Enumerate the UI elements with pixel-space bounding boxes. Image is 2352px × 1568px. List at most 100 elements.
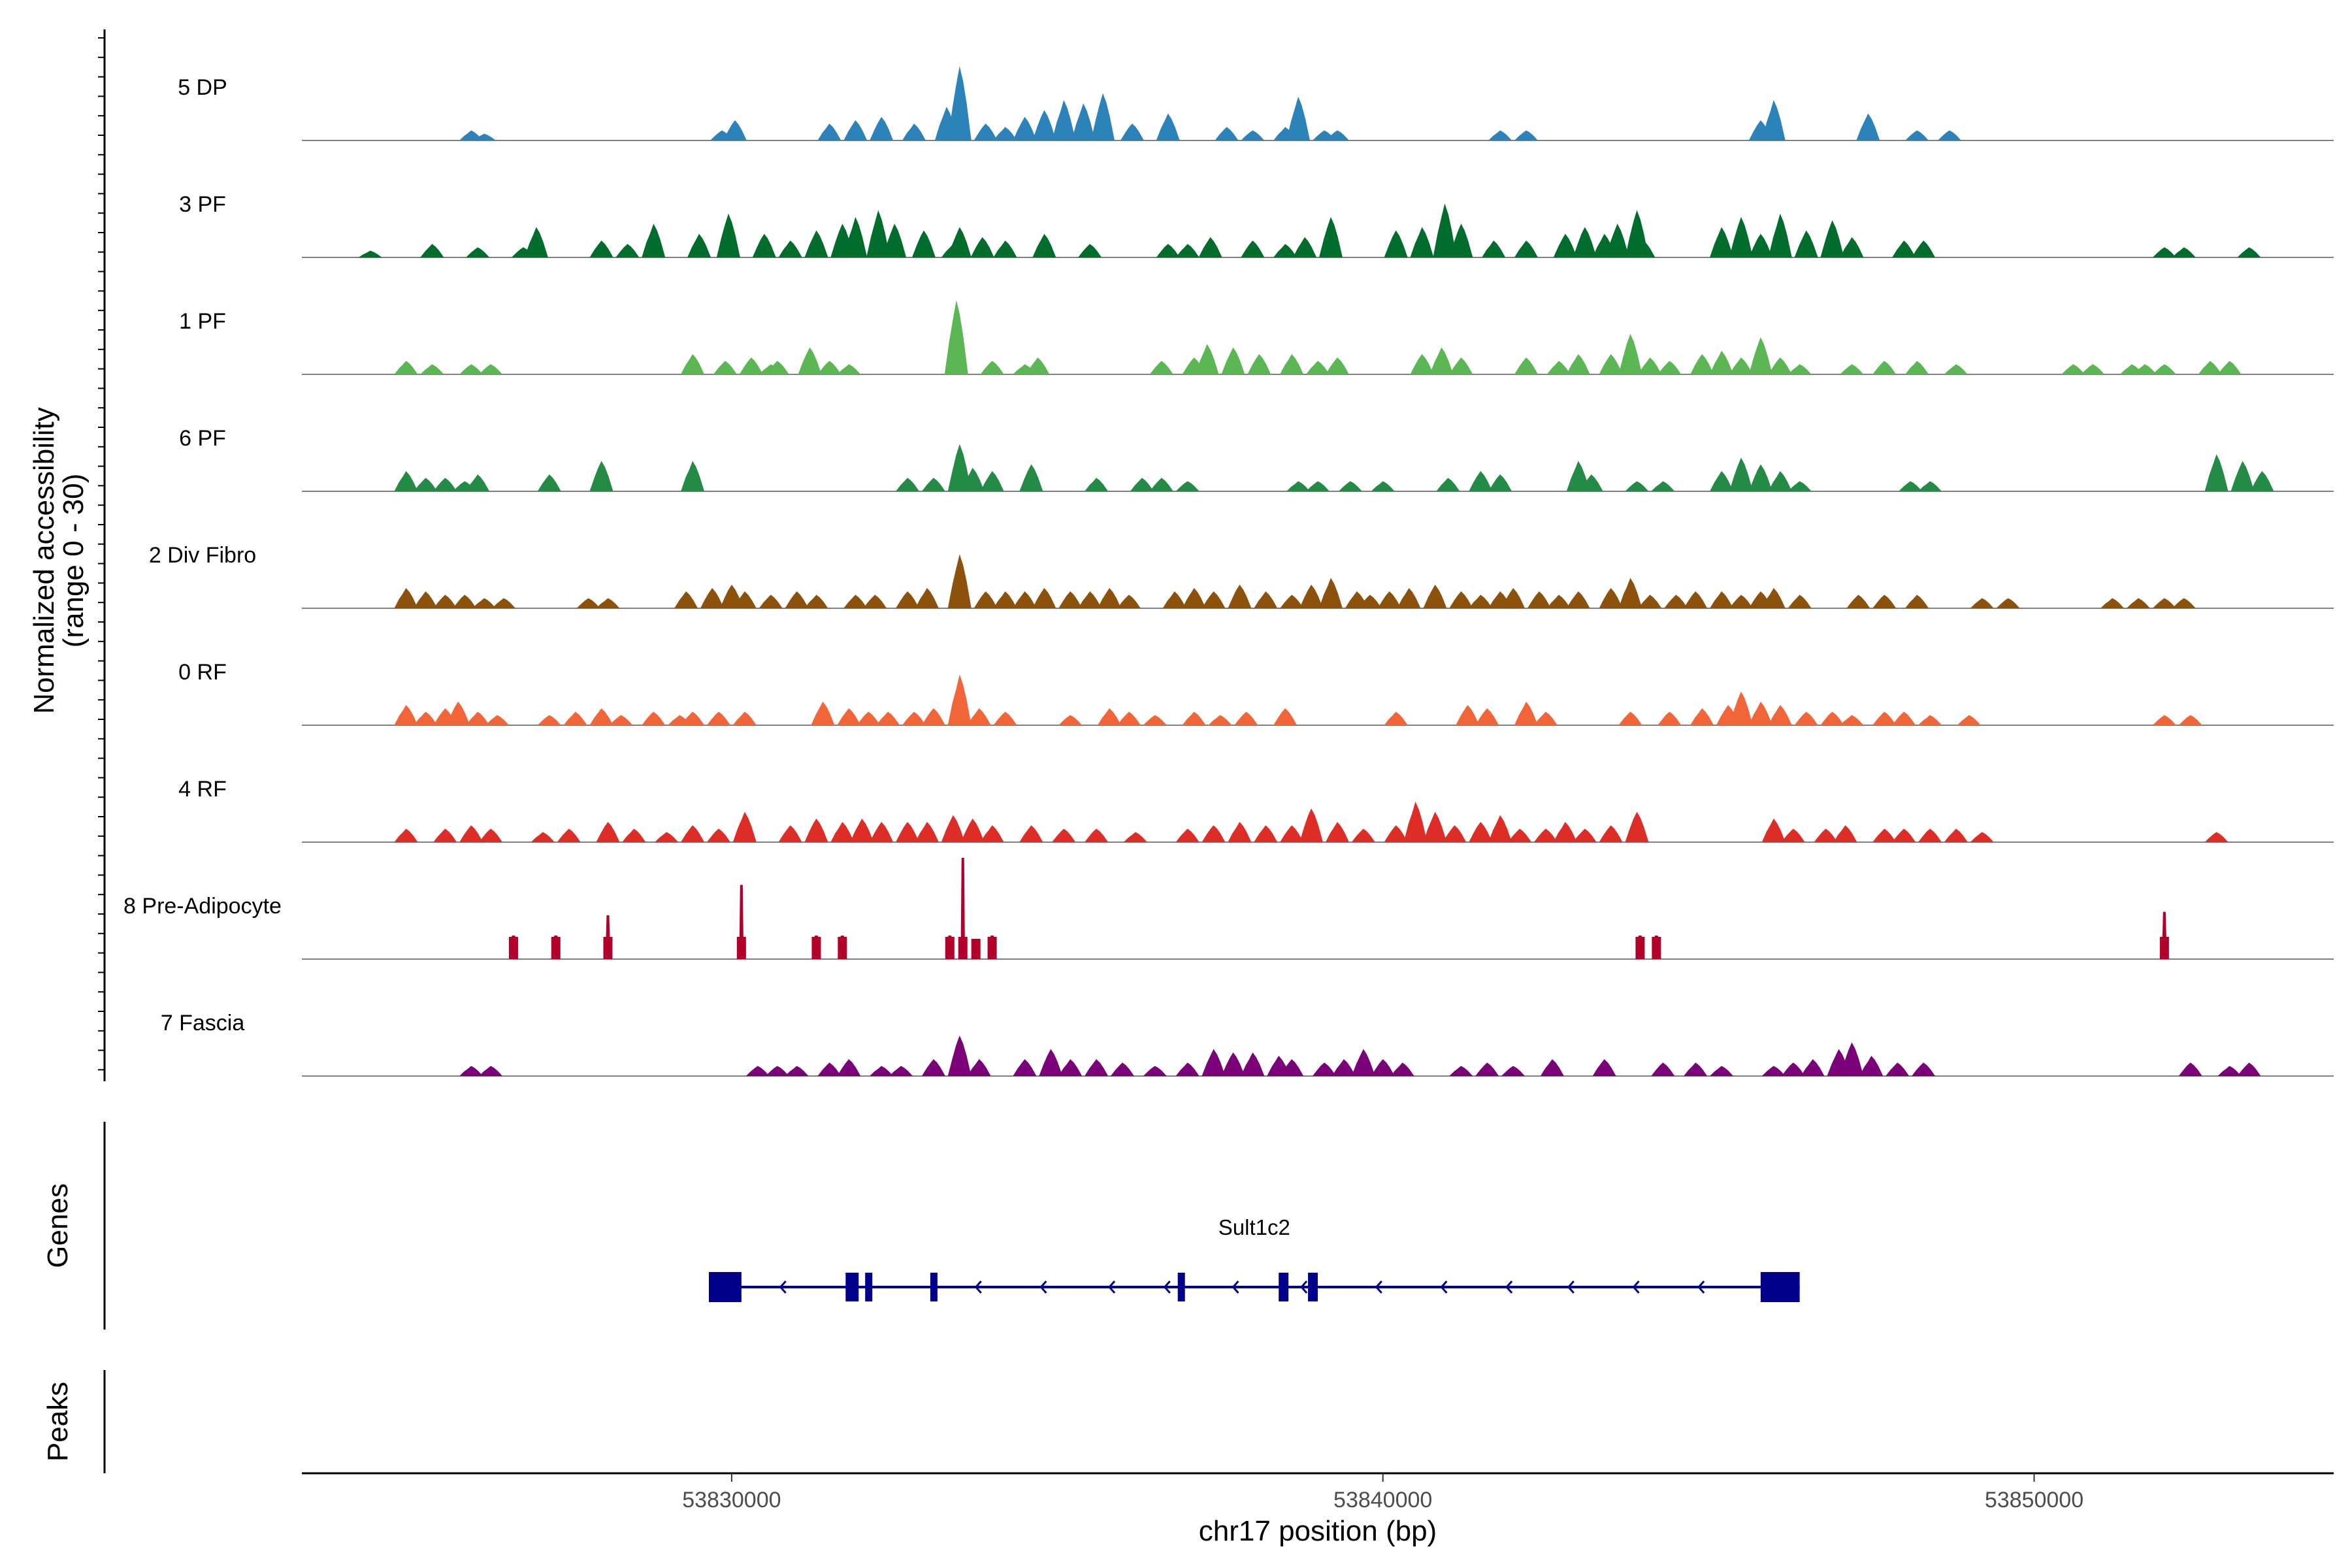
accessibility-peak bbox=[1761, 818, 1786, 842]
accessibility-peak bbox=[466, 474, 490, 491]
accessibility-peak bbox=[817, 1062, 841, 1076]
accessibility-peak bbox=[479, 1066, 503, 1076]
accessibility-peak bbox=[1280, 825, 1304, 842]
accessibility-peak bbox=[1254, 825, 1278, 842]
accessibility-peak bbox=[681, 354, 705, 374]
accessibility-peak bbox=[1371, 481, 1395, 491]
accessibility-peak bbox=[1208, 715, 1232, 725]
accessibility-peak bbox=[1449, 223, 1473, 257]
accessibility-peak bbox=[1175, 828, 1200, 842]
accessibility-peak bbox=[1996, 598, 2020, 608]
accessibility-peak bbox=[1566, 591, 1590, 608]
accessibility-peak bbox=[1944, 364, 1968, 374]
accessibility-peak bbox=[1592, 1059, 1616, 1076]
accessibility-peak bbox=[2230, 461, 2255, 491]
accessibility-peak bbox=[947, 1036, 972, 1076]
accessibility-peak bbox=[394, 361, 418, 374]
accessibility-peak bbox=[1143, 1066, 1167, 1076]
accessibility-peak bbox=[1149, 361, 1173, 374]
accessibility-peak bbox=[1710, 591, 1734, 608]
accessibility-peak bbox=[1117, 595, 1141, 608]
accessibility-peak bbox=[1566, 354, 1590, 374]
coverage-y-ticks bbox=[98, 37, 105, 1071]
accessibility-peak bbox=[700, 588, 724, 608]
accessibility-peak bbox=[1234, 711, 1258, 725]
accessibility-peak bbox=[1846, 595, 1870, 608]
accessibility-peak bbox=[1872, 595, 1897, 608]
accessibility-peak bbox=[947, 66, 972, 140]
accessibility-peak bbox=[1130, 478, 1154, 491]
accessibility-peak bbox=[394, 828, 418, 842]
accessibility-peak bbox=[1475, 708, 1499, 725]
accessibility-peak bbox=[1469, 471, 1493, 491]
accessibility-peak bbox=[433, 595, 457, 608]
accessibility-peak bbox=[1299, 584, 1324, 608]
accessibility-peak bbox=[1651, 1062, 1675, 1076]
accessibility-peak bbox=[472, 598, 497, 608]
accessibility-peak bbox=[798, 347, 822, 374]
accessibility-peak bbox=[2132, 364, 2157, 374]
accessibility-peak bbox=[1312, 1062, 1336, 1076]
accessibility-peak bbox=[2204, 454, 2229, 491]
accessibility-peak bbox=[947, 227, 972, 257]
accessibility-peak bbox=[1892, 711, 1916, 725]
accessibility-peak bbox=[915, 822, 939, 842]
accessibility-peak bbox=[1781, 828, 1805, 842]
accessibility-peak bbox=[1625, 481, 1649, 491]
track-label: 1 PF bbox=[179, 309, 226, 334]
accessibility-peak bbox=[1859, 1056, 1884, 1076]
track-4-rf: 4 RF bbox=[178, 777, 2334, 843]
accessibility-peak bbox=[1768, 213, 1792, 257]
accessibility-peak bbox=[433, 828, 457, 842]
accessibility-peak bbox=[1905, 130, 1929, 140]
accessibility-peak bbox=[2081, 364, 2105, 374]
accessibility-peak bbox=[1149, 478, 1173, 491]
accessibility-peak bbox=[732, 711, 757, 725]
accessibility-peak bbox=[1540, 1059, 1564, 1076]
accessibility-peak bbox=[1156, 244, 1180, 257]
gene-exon bbox=[1760, 1272, 1800, 1302]
accessibility-peak bbox=[1221, 1052, 1245, 1076]
accessibility-peak bbox=[817, 123, 841, 140]
accessibility-peak bbox=[1501, 588, 1526, 608]
accessibility-peak bbox=[1553, 233, 1577, 257]
accessibility-peak bbox=[896, 478, 920, 491]
accessibility-peak bbox=[921, 708, 945, 725]
accessibility-peak bbox=[596, 822, 620, 842]
accessibility-peak bbox=[973, 591, 998, 608]
accessibility-peak bbox=[414, 591, 438, 608]
accessibility-peak bbox=[2237, 247, 2261, 257]
accessibility-peak bbox=[2159, 911, 2169, 959]
track-5-dp: 5 DP bbox=[178, 66, 2334, 141]
accessibility-peak bbox=[1433, 203, 1457, 257]
accessibility-peak bbox=[1912, 240, 1936, 257]
accessibility-peak bbox=[459, 825, 483, 842]
peaks-panel-label: Peaks bbox=[42, 1382, 74, 1462]
accessibility-peak bbox=[1273, 244, 1298, 257]
accessibility-peak bbox=[1729, 595, 1753, 608]
accessibility-peak bbox=[2217, 361, 2242, 374]
accessibility-peak bbox=[1840, 364, 1864, 374]
accessibility-peak bbox=[1469, 822, 1493, 842]
accessibility-peak bbox=[980, 471, 1004, 491]
accessibility-peak bbox=[1748, 464, 1772, 491]
accessibility-peak bbox=[589, 708, 613, 725]
accessibility-peak bbox=[804, 818, 828, 842]
accessibility-peak bbox=[394, 705, 418, 725]
accessibility-peak bbox=[1635, 935, 1645, 959]
accessibility-peak bbox=[1325, 130, 1349, 140]
accessibility-peak bbox=[778, 240, 802, 257]
accessibility-peak bbox=[857, 711, 881, 725]
accessibility-peak bbox=[1905, 361, 1929, 374]
accessibility-peak bbox=[1514, 701, 1538, 725]
accessibility-peak bbox=[1436, 478, 1460, 491]
x-tick-label: 53830000 bbox=[682, 1488, 781, 1512]
accessibility-peak bbox=[1280, 354, 1304, 374]
accessibility-peak bbox=[838, 935, 847, 959]
accessibility-peak bbox=[1840, 715, 1864, 725]
accessibility-peak bbox=[358, 250, 382, 257]
accessibility-peak bbox=[866, 210, 890, 257]
track-8-pre-adipocyte: 8 Pre-Adipocyte bbox=[123, 858, 2334, 960]
accessibility-peak bbox=[1143, 715, 1167, 725]
accessibility-peak bbox=[902, 711, 926, 725]
